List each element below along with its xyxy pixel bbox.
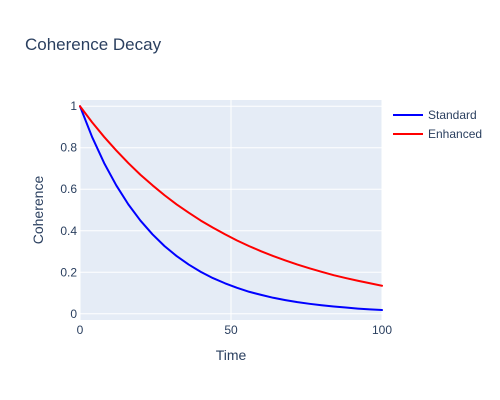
x-axis-title: Time bbox=[216, 347, 247, 363]
x-tick-label-1: 50 bbox=[224, 323, 238, 337]
y-tick-label-3: 0.6 bbox=[60, 182, 77, 196]
x-tick-label-2: 100 bbox=[372, 323, 392, 337]
x-tick-label-0: 0 bbox=[77, 323, 84, 337]
series-lines bbox=[79, 105, 383, 312]
series-line-standard bbox=[79, 105, 383, 312]
y-tick-label-2: 0.4 bbox=[60, 224, 77, 238]
chart-title: Coherence Decay bbox=[25, 35, 162, 54]
x-tick-labels: 0 50 100 bbox=[77, 323, 393, 337]
series-line-enhanced bbox=[79, 105, 383, 287]
legend-item-enhanced[interactable]: Enhanced bbox=[393, 127, 482, 141]
legend-label-enhanced: Enhanced bbox=[428, 127, 482, 141]
y-tick-label-0: 0 bbox=[70, 307, 77, 321]
y-axis-title: Coherence bbox=[30, 176, 46, 245]
legend-item-standard[interactable]: Standard bbox=[393, 108, 477, 122]
legend[interactable]: Standard Enhanced bbox=[393, 108, 482, 141]
y-tick-label-1: 0.2 bbox=[60, 265, 77, 279]
y-tick-labels: 0 0.2 0.4 0.6 0.8 1 bbox=[60, 99, 77, 321]
y-tick-label-5: 1 bbox=[70, 99, 77, 113]
x-gridlines bbox=[79, 100, 383, 320]
y-tick-label-4: 0.8 bbox=[60, 141, 77, 155]
legend-label-standard: Standard bbox=[428, 108, 477, 122]
